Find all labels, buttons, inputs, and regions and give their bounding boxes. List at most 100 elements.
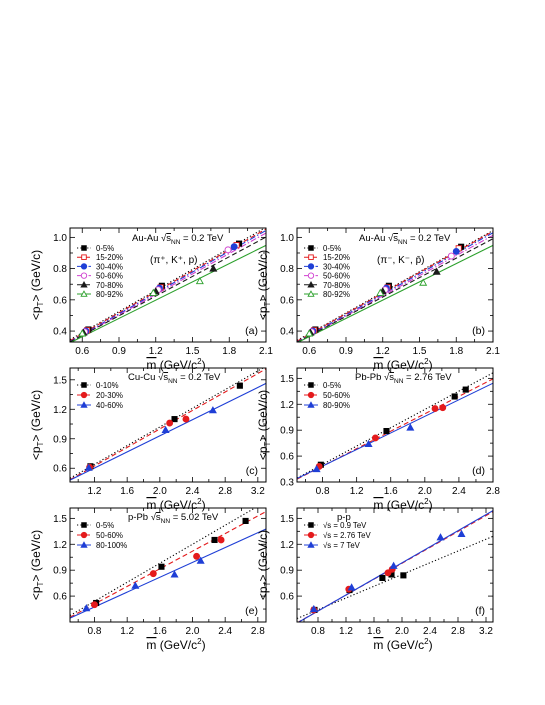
- legend-marker: [307, 280, 315, 288]
- data-point-3-1: [84, 463, 93, 471]
- legend-entry: 80-92%: [96, 290, 123, 299]
- fit-line-4: [297, 234, 493, 342]
- data-point-2-1: [91, 601, 98, 609]
- data-point-1-2: [383, 427, 390, 435]
- legend-entry: 80-92%: [323, 290, 350, 299]
- data-point-3-1: [82, 604, 91, 612]
- legend-marker: [307, 290, 315, 297]
- data-point-2-3: [182, 415, 190, 423]
- data-point-6-1: [78, 329, 87, 337]
- fit-line-1: [297, 535, 493, 620]
- fit-line-4: [70, 232, 266, 342]
- plot-frame: [69, 227, 267, 343]
- data-point-6-1: [305, 329, 314, 337]
- y-axis-label: <pT> (GeV/c): [256, 250, 272, 320]
- x-tick-label: 2.1: [486, 346, 500, 357]
- data-point-3-3: [389, 561, 398, 569]
- data-point-3-3: [230, 243, 238, 251]
- data-point-1-3: [236, 382, 243, 389]
- data-point-1-4: [242, 517, 249, 525]
- x-tick-label: 2.4: [186, 486, 200, 497]
- fit-line-3: [297, 382, 493, 480]
- legend-entry: 20-30%: [96, 391, 123, 400]
- data-point-1-4: [462, 386, 469, 393]
- y-tick-label: 1.0: [280, 233, 294, 244]
- x-tick-label: 0.6: [75, 346, 89, 357]
- data-point-5-3: [432, 267, 441, 275]
- legend-entry: 0-5%: [323, 244, 341, 253]
- data-point-6-3: [195, 276, 204, 285]
- legend-marker: [307, 391, 315, 399]
- data-point-2-4: [217, 536, 225, 544]
- y-tick-label: 0.3: [280, 478, 294, 489]
- y-axis-label: <pT> (GeV/c): [29, 250, 45, 320]
- y-tick-label: 1.5: [280, 514, 294, 525]
- legend-marker: [81, 522, 87, 528]
- chart-panel-a: 0.6 0.9 1.2 1.5 1.8 2.10.40.60.81.0m (GeV/c2)…: [29, 227, 273, 372]
- data-point-5-3: [209, 264, 218, 272]
- x-tick-label: 2.0: [153, 486, 167, 497]
- data-point-3-1: [309, 604, 318, 613]
- fit-line-6: [297, 244, 493, 342]
- x-tick-label: 2.8: [486, 486, 500, 497]
- data-point-1-3: [211, 536, 218, 544]
- x-axis-label: m (GeV/c2): [373, 357, 432, 372]
- x-tick-label: 0.9: [112, 346, 126, 357]
- legend-marker: [308, 245, 314, 251]
- data-point-3-2: [161, 425, 170, 433]
- y-tick-label: 0.9: [280, 566, 294, 577]
- x-tick-label: 2.1: [259, 346, 273, 357]
- panel-subtitle: (π⁻, K⁻, p̄): [377, 255, 424, 266]
- x-axis-label: m (GeV/c2): [373, 497, 432, 512]
- data-point-2-3: [193, 552, 201, 560]
- data-point-3-4: [196, 556, 205, 564]
- y-tick-label: 1.2: [53, 540, 67, 551]
- panel-title: p-Pb √sNN = 5.02 TeV: [128, 512, 219, 525]
- y-axis-label: <pT> (GeV/c): [256, 390, 272, 460]
- data-point-3-3: [208, 406, 217, 414]
- y-tick-label: 0.4: [53, 327, 67, 338]
- chart-panel-e: 0.8 1.2 1.6 2.0 2.4 2.8 0.6 0.9 1.2 1.5 m (GeV/c2)…: [29, 507, 267, 652]
- legend-entry: 70-80%: [96, 281, 123, 290]
- legend-marker: [81, 245, 87, 251]
- data-point-3-4: [436, 533, 445, 541]
- data-point-1-5: [400, 572, 407, 579]
- legend-entry: 30-40%: [323, 262, 350, 271]
- legend-marker: [81, 254, 87, 260]
- legend-entry: 0-5%: [323, 381, 341, 390]
- legend-entry: 15-20%: [323, 253, 350, 262]
- panel-subtitle: (π⁺, K⁺, p): [150, 255, 197, 266]
- legend-marker: [308, 522, 314, 528]
- y-tick-label: 1.2: [280, 540, 294, 551]
- data-point-1-2: [171, 416, 178, 423]
- y-tick-label: 0.8: [280, 264, 294, 275]
- data-point-1-3: [451, 393, 458, 400]
- y-tick-label: 0.6: [53, 592, 67, 603]
- plot-frame: [69, 367, 267, 483]
- data-point-2-2: [166, 419, 174, 427]
- data-point-6-2: [149, 288, 158, 296]
- y-tick-label: 0.6: [280, 592, 294, 603]
- y-tick-label: 1.2: [53, 405, 67, 416]
- legend-marker: [80, 272, 88, 279]
- legend-marker: [80, 263, 88, 270]
- x-tick-label: 1.2: [376, 346, 390, 357]
- plot-frame: [296, 227, 494, 343]
- y-axis-label: <pT> (GeV/c): [256, 530, 272, 600]
- x-tick-label: 2.4: [452, 486, 466, 497]
- data-point-2-4: [439, 404, 447, 412]
- x-tick-label: 0.9: [339, 346, 353, 357]
- y-tick-label: 0.9: [53, 434, 67, 445]
- data-point-3-2: [364, 439, 373, 448]
- panel-label: (b): [472, 325, 485, 337]
- x-tick-label: 1.6: [153, 626, 167, 637]
- panel-title: p-p: [337, 512, 351, 523]
- legend-entry: 40-60%: [96, 401, 123, 410]
- chart-panel-d: 0.8 1.2 1.6 2.0 2.4 2.8 0.3 0.6 0.9 1.2 1.5 m (GeV/…: [256, 367, 500, 512]
- y-tick-label: 1.5: [280, 374, 294, 385]
- legend-entry: 70-80%: [323, 281, 350, 290]
- y-axis-label: <pT> (GeV/c): [29, 530, 45, 600]
- y-tick-label: 0.6: [280, 452, 294, 463]
- x-tick-label: 2.4: [218, 626, 232, 637]
- x-tick-label: 1.2: [88, 486, 102, 497]
